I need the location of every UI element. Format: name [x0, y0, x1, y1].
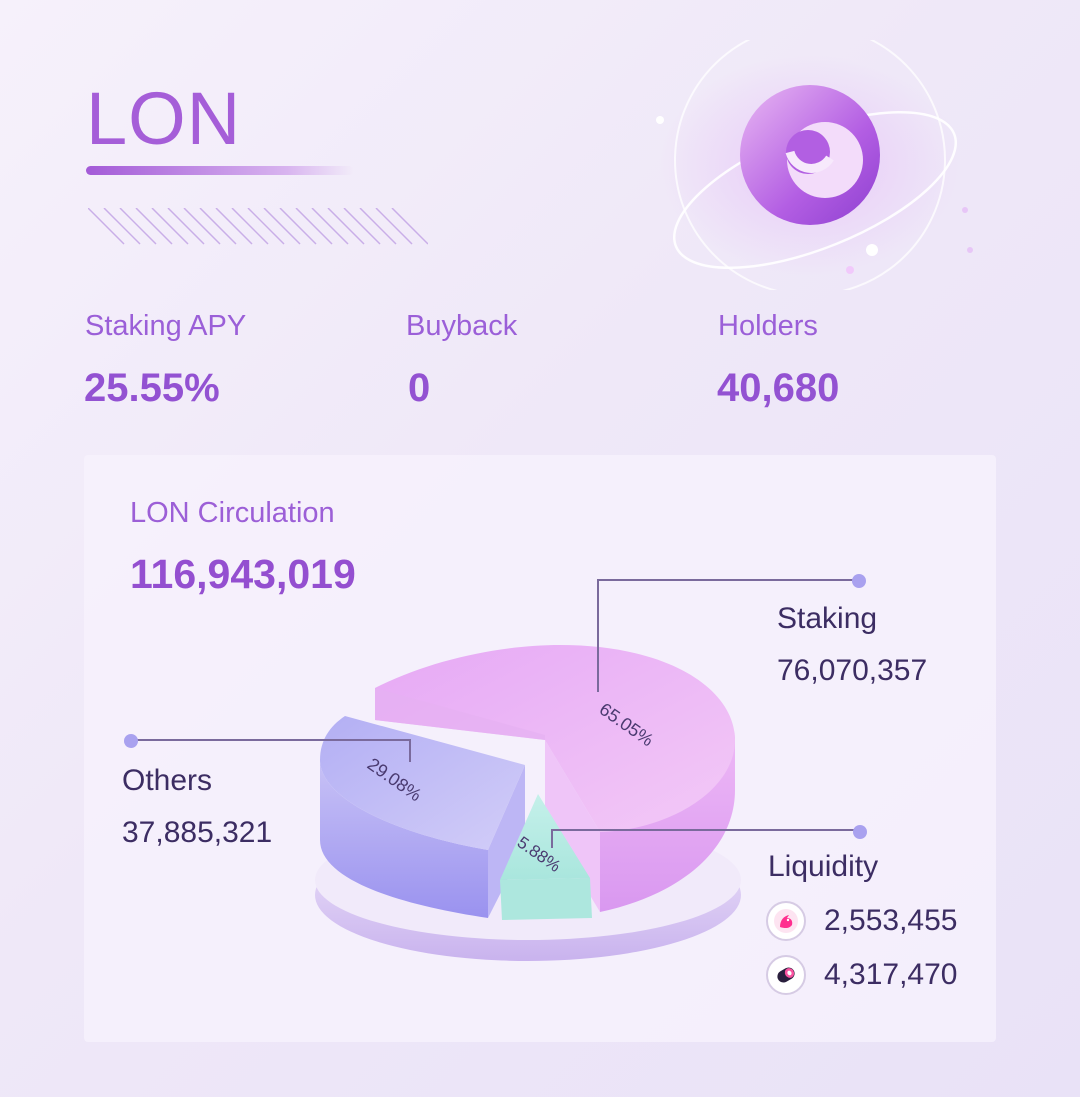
others-slice [320, 716, 525, 850]
others-name: Others [122, 764, 213, 797]
tokenlon-logo-icon [656, 40, 973, 290]
staking-slice-front [545, 740, 600, 912]
liquidity-leader-line [551, 829, 860, 848]
page-title: LON [86, 77, 242, 160]
liquidity-source-uniswap: 2,553,455 [766, 901, 957, 941]
others-value: 37,885,321 [122, 816, 273, 849]
circulation-label: LON Circulation [130, 497, 335, 529]
holders-label: Holders [718, 310, 818, 342]
staking-apy-value: 25.55% [84, 366, 220, 410]
staking-apy-label: Staking APY [85, 310, 247, 342]
liquidity-source-sushiswap: 4,317,470 [766, 955, 957, 995]
hatch-decoration [88, 208, 428, 245]
liquidity-slice [500, 794, 590, 880]
uniswap-unicorn-icon [766, 901, 806, 941]
circulation-value: 116,943,019 [130, 551, 356, 597]
staking-slice-inner-wall [375, 688, 545, 740]
others-slice-front [488, 765, 525, 918]
liquidity-slice-side [500, 878, 592, 920]
sushiswap-liquidity-value: 4,317,470 [824, 958, 958, 991]
staking-value: 76,070,357 [777, 654, 928, 687]
others-leader-line [130, 739, 411, 762]
buyback-value: 0 [408, 366, 431, 410]
holders-value: 40,680 [717, 366, 840, 410]
others-leader-dot [124, 734, 138, 748]
liquidity-name: Liquidity [768, 850, 879, 883]
others-slice-side [320, 760, 488, 918]
staking-name: Staking [777, 602, 878, 635]
buyback-label: Buyback [406, 310, 518, 342]
sushiswap-sushi-icon [766, 955, 806, 995]
staking-leader-line [597, 579, 858, 692]
staking-leader-dot [852, 574, 866, 588]
uniswap-liquidity-value: 2,553,455 [824, 904, 958, 937]
liquidity-leader-dot [853, 825, 867, 839]
staking-slice [375, 645, 735, 832]
title-underline [86, 166, 354, 175]
